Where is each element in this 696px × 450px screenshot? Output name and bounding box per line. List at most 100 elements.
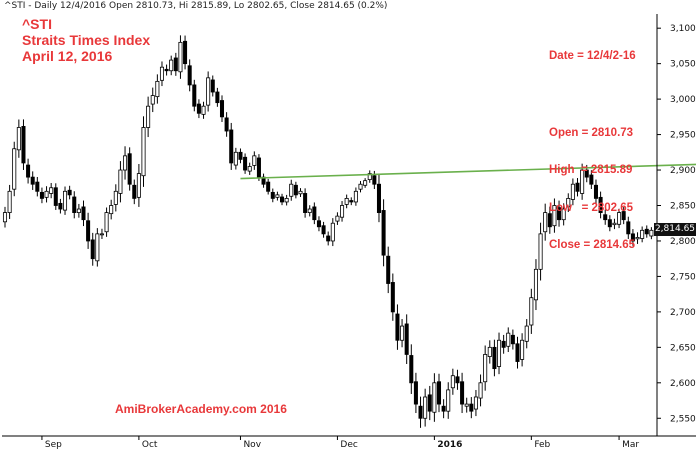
candle-body [436, 381, 442, 405]
candle-body [141, 127, 146, 177]
candle [566, 193, 571, 213]
candle [520, 333, 525, 367]
candle-body [312, 206, 317, 221]
y-tick-label: 2,800 [670, 237, 696, 247]
candle-body [404, 323, 409, 355]
candle [423, 388, 428, 427]
candle-body [206, 77, 211, 106]
candle-body [612, 222, 617, 226]
candle-body [247, 166, 252, 172]
candle [390, 273, 395, 321]
candle [570, 178, 575, 206]
candle [109, 199, 114, 220]
candle [409, 344, 414, 394]
candle-body [321, 225, 326, 235]
candle [630, 229, 635, 246]
candle [159, 61, 164, 87]
candle-body [358, 183, 363, 190]
candle-body [90, 239, 95, 260]
candle-body [67, 189, 72, 196]
candle-body [593, 184, 598, 199]
candle-body [2, 212, 8, 223]
info-close: Close = 2814.65 [549, 239, 635, 251]
candle-body [303, 193, 308, 213]
candle-body [81, 206, 86, 221]
candle-body [86, 220, 91, 242]
candle [104, 207, 109, 237]
candle-body [423, 396, 428, 419]
candle-body [543, 212, 548, 233]
candle-body [44, 190, 49, 198]
candle [543, 203, 548, 241]
candle-body [340, 205, 345, 218]
candle-body [630, 233, 635, 242]
candle-body [598, 196, 603, 213]
candle-body [557, 207, 562, 221]
candle [455, 369, 460, 390]
candle-body [136, 173, 141, 198]
candle [49, 182, 54, 199]
candle [201, 101, 206, 119]
candle [270, 188, 275, 203]
candle-body [39, 191, 44, 199]
candle-body [524, 325, 529, 342]
candle [316, 216, 321, 232]
candle [441, 399, 446, 419]
x-tick-label: Mar [622, 440, 639, 450]
candle-body [487, 346, 492, 357]
candle-body [173, 57, 178, 72]
candle-body [446, 389, 451, 412]
info-block: Date = 12/4/2-16 Open = 2810.73 High = 2… [549, 25, 636, 264]
candle [118, 161, 123, 203]
candle-body [270, 191, 275, 199]
y-tick-label: 3,050 [670, 60, 696, 70]
candle [400, 319, 405, 348]
candle-body [7, 190, 12, 213]
candle [275, 191, 280, 201]
candle-body [561, 208, 566, 221]
candle-body [464, 403, 469, 407]
candle [53, 183, 58, 210]
candle [529, 288, 534, 334]
candle [35, 176, 40, 197]
candle-body [104, 212, 109, 233]
info-open: Open = 2810.73 [549, 126, 634, 139]
y-tick-label: 2,550 [670, 414, 696, 424]
candle [169, 55, 174, 76]
candle [298, 188, 303, 197]
candle-body [127, 153, 132, 185]
candles-layer [2, 35, 654, 428]
candle-body [169, 59, 174, 72]
candle [173, 52, 178, 76]
candle-body [187, 65, 192, 86]
candle-body [547, 213, 552, 228]
candle [256, 154, 261, 181]
candle [164, 64, 169, 76]
candle [183, 35, 188, 70]
candle [63, 186, 68, 215]
x-tick-label: Dec [340, 440, 357, 450]
candle-body [229, 129, 234, 164]
candle [446, 382, 451, 419]
candle-body [640, 229, 645, 239]
candle-body [155, 80, 160, 98]
candle-body [183, 40, 188, 65]
candle [90, 232, 95, 266]
candle-body [427, 394, 432, 412]
candle [607, 215, 612, 232]
candle-body [635, 237, 640, 240]
candle [229, 122, 234, 170]
candle-body [164, 68, 169, 72]
candle-body [95, 233, 100, 262]
candle-body [178, 41, 183, 73]
candle-body [372, 175, 377, 185]
candle-body [478, 382, 483, 399]
x-tick-label: Oct [142, 440, 158, 450]
candle-body [538, 233, 543, 270]
candle [210, 75, 215, 97]
axes-layer: 2,550 2,600 2,650 2,700 2,750 2,800 2,850 2,900… [2, 14, 696, 450]
candle [580, 163, 585, 200]
candle-body [293, 184, 298, 196]
candle [99, 228, 104, 239]
x-tick-label: Nov [243, 440, 261, 450]
